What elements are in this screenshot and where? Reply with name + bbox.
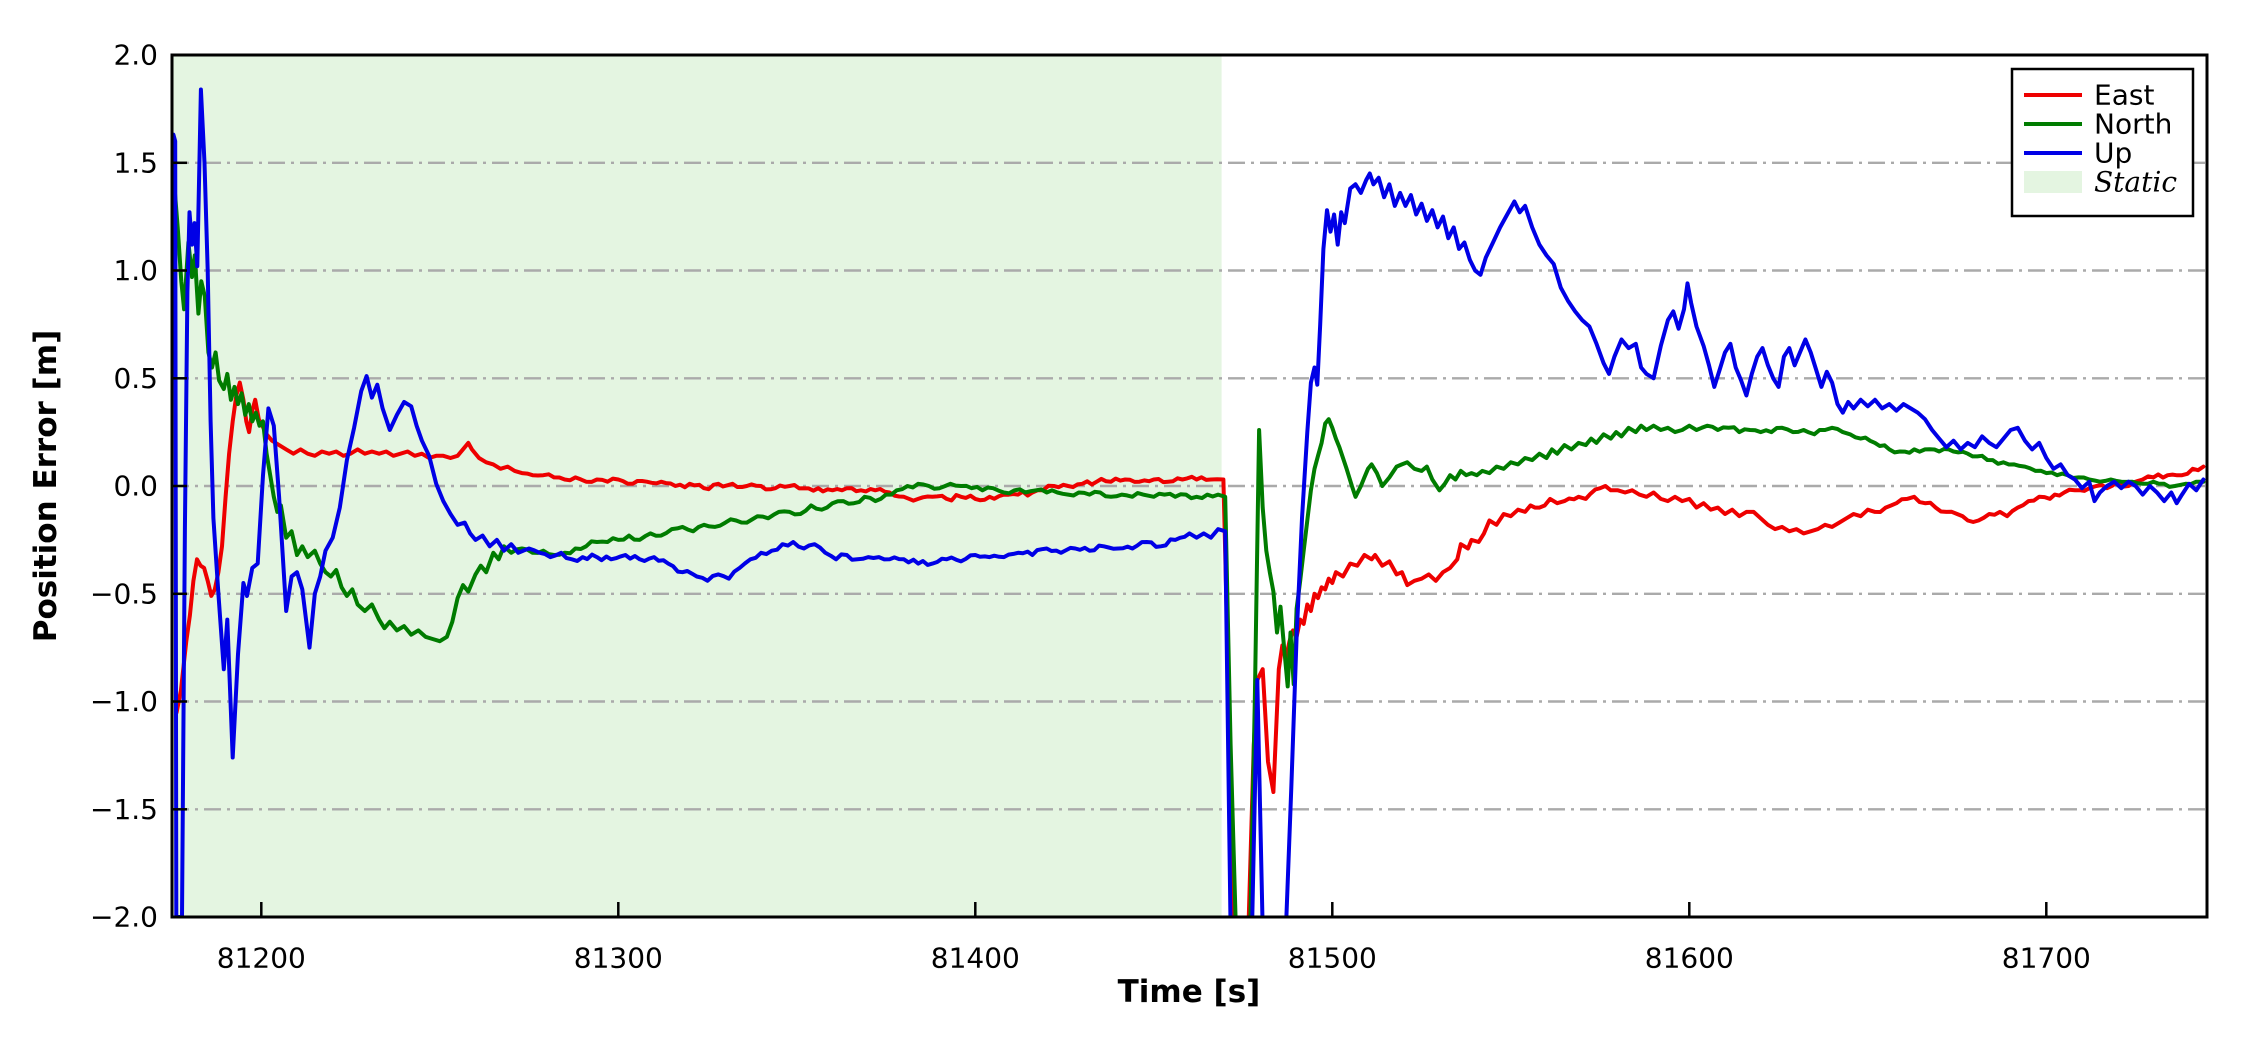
- static-region-swatch: [2024, 171, 2082, 193]
- north-series-line: [172, 171, 2206, 917]
- y-tick-label: 2.0: [113, 39, 158, 72]
- legend-item-up: Up: [2024, 137, 2132, 170]
- legend-east-label: East: [2094, 79, 2154, 112]
- y-tick-label: −1.5: [90, 793, 158, 826]
- legend-up-label: Up: [2094, 137, 2132, 170]
- legend-item-east: East: [2024, 79, 2154, 112]
- y-tick-label: −2.0: [90, 901, 158, 934]
- y-tick-label: −0.5: [90, 577, 158, 610]
- legend-static-label: Static: [2094, 166, 2177, 199]
- series: [172, 87, 2206, 917]
- axis-ticks: [172, 53, 2048, 919]
- x-tick-label: 81200: [217, 942, 306, 975]
- y-axis-label: Position Error [m]: [28, 330, 64, 642]
- y-tick-label: 1.5: [113, 146, 158, 179]
- x-axis-label: Time [s]: [1118, 974, 1261, 1010]
- y-tick-label: 0.5: [113, 362, 158, 395]
- y-tick-label: 0.0: [113, 470, 158, 503]
- x-tick-label: 81300: [574, 942, 663, 975]
- east-series-line: [174, 380, 2206, 917]
- legend-north-label: North: [2094, 108, 2172, 141]
- x-tick-label: 81400: [931, 942, 1020, 975]
- y-tick-label: 1.0: [113, 254, 158, 287]
- x-tick-label: 81700: [2002, 942, 2091, 975]
- x-tick-label: 81500: [1288, 942, 1377, 975]
- x-tick-label: 81600: [1645, 942, 1734, 975]
- legend: East North Up Static: [2010, 67, 2195, 218]
- y-tick-label: −1.0: [90, 685, 158, 718]
- up-series-line: [172, 87, 2206, 917]
- grid: [172, 161, 2207, 811]
- legend-item-static: Static: [2024, 166, 2177, 199]
- legend-item-north: North: [2024, 108, 2172, 141]
- axis-tick-labels: 81200 81300 81400 81500 81600 81700 2.0 1.5 1.0 0…: [90, 39, 2091, 975]
